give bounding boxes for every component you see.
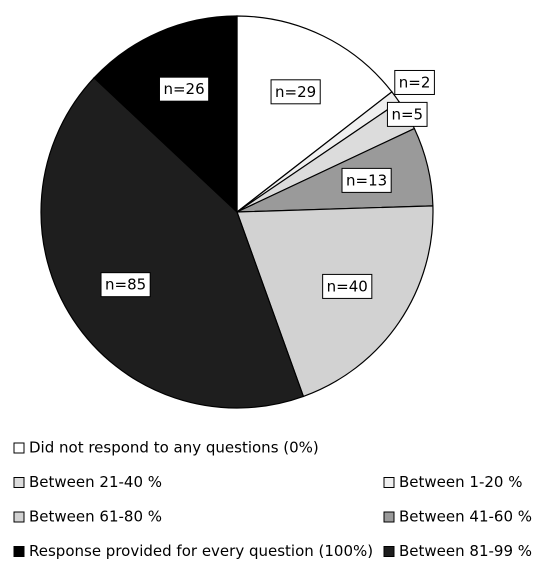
data-label-box	[100, 272, 151, 298]
data-label-box	[386, 101, 428, 127]
data-label-box	[322, 273, 373, 299]
legend-swatch	[383, 546, 395, 557]
legend-swatch	[13, 442, 25, 454]
data-label: n=26	[163, 80, 204, 98]
data-label: n=85	[105, 276, 146, 294]
data-label: n=40	[327, 277, 368, 295]
data-label: n=29	[275, 83, 316, 101]
legend-label: Between 21-40 %	[29, 473, 162, 491]
legend-label: Between 61-80 %	[29, 508, 162, 526]
legend-label: Response provided for every question (10…	[29, 542, 373, 560]
legend-label: Between 1-20 %	[399, 473, 522, 491]
pie-slice	[236, 15, 393, 214]
data-label: n=5	[391, 105, 423, 123]
legend-swatch	[13, 546, 25, 557]
legend-swatch	[383, 511, 395, 523]
data-label-box	[341, 167, 392, 193]
legend-swatch	[13, 511, 25, 523]
data-label-box	[270, 79, 321, 105]
legend-label: Between 81-99 %	[399, 542, 532, 560]
pie-slice	[93, 15, 238, 214]
pie-slice	[40, 76, 305, 409]
legend-label: Between 41-60 %	[399, 508, 532, 526]
pie-slice	[236, 205, 434, 398]
data-label-box	[158, 76, 210, 102]
legend-swatch	[383, 477, 395, 488]
data-label: n=13	[346, 171, 387, 189]
legend-swatch	[13, 477, 25, 488]
legend-label: Did not respond to any questions (0%)	[29, 439, 319, 457]
data-label: n=2	[399, 73, 431, 91]
data-label-box	[394, 69, 435, 95]
